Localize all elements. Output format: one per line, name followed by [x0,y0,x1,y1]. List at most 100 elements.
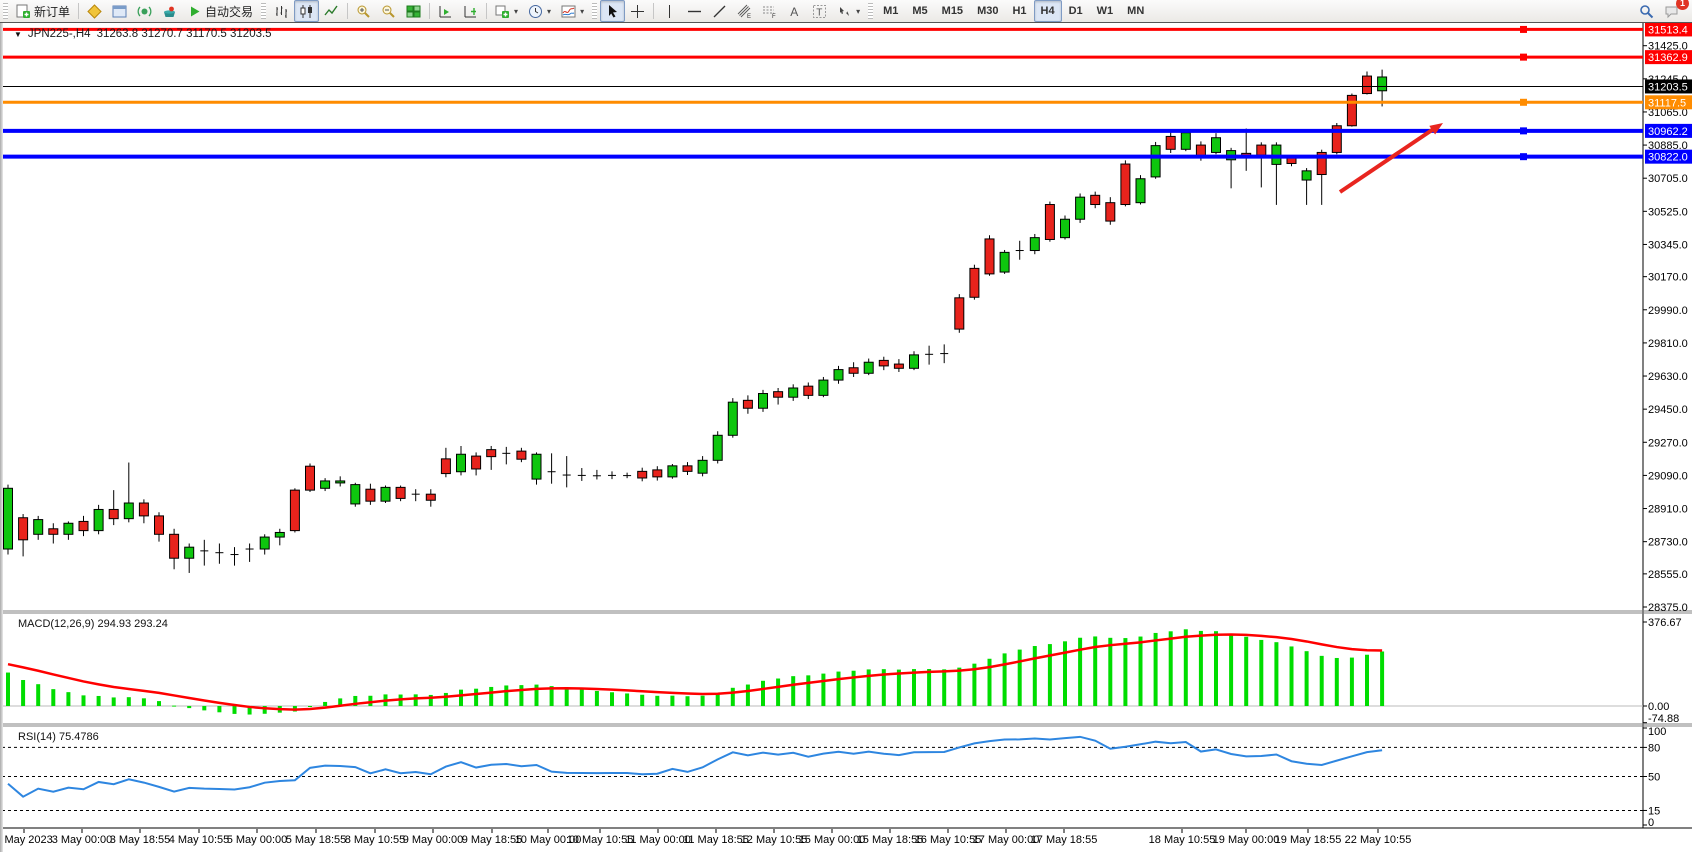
time-axis-label: 19 May 00:00 [1213,834,1280,846]
cursor-icon [609,4,618,17]
horizontal-line-button[interactable] [682,0,707,22]
time-axis-label: 2 May 2023 [0,834,53,846]
zoom-in-button[interactable] [351,0,376,22]
time-axis-label: 5 May 18:55 [286,834,347,846]
bar-chart-icon [276,5,288,18]
toolbar-grip[interactable] [3,3,8,19]
rsi-line [7,735,1383,798]
price-tick-label: 30345.0 [1648,239,1688,251]
line-chart-icon [324,5,338,15]
time-axis-label: 11 May 18:55 [683,834,749,846]
notification-badge: 1 [1676,0,1689,10]
time-axis-label: 15 May 00:00 [799,834,866,846]
time-axis-label: 19 May 18:55 [1275,834,1342,846]
timeframe-button-M15[interactable]: M15 [941,5,964,17]
new-order-button[interactable]: 新订单 [11,0,75,22]
rsi-scale-label: 100 [1648,726,1666,738]
line-handle[interactable] [1520,25,1527,33]
price-badge-label: 30962.2 [1648,126,1688,138]
bar-chart-button[interactable] [269,0,294,22]
indicators-icon [561,5,576,17]
timeframe-bar: M1 M5 M15 M30 H1 H4 D1 W1 MN [876,0,1151,22]
price-badge-label: 31513.4 [1648,24,1688,36]
time-axis-label: 10 May 10:55 [567,834,634,846]
equidistant-channel-button[interactable]: E [732,0,757,22]
macd-scale-label: 376.67 [1648,617,1682,629]
candlestick-chart-button[interactable] [294,0,320,22]
time-axis-label: 9 May 18:55 [462,834,523,846]
price-tick-label: 29810.0 [1648,338,1688,350]
vertical-line-icon [669,4,671,18]
auto-scroll-button[interactable] [433,0,458,22]
timeframe-button-H1[interactable]: H1 [1012,5,1027,17]
timeframe-button-W1[interactable]: W1 [1096,5,1114,17]
price-tick-label: 30705.0 [1648,173,1688,185]
zoom-in-icon [357,5,370,18]
trend-arrow[interactable] [1338,123,1443,194]
price-badge [1645,50,1692,65]
line-handle[interactable] [1520,153,1527,161]
indicators-button[interactable]: ▾ [556,0,589,22]
periods-button[interactable]: ▾ [523,0,556,22]
trendline-button[interactable] [707,0,732,22]
line-chart-button[interactable] [319,0,344,22]
market-watch-button[interactable] [107,0,132,22]
chart-canvas[interactable]: 31425.031245.031065.030885.030705.030525… [0,22,1692,852]
timeframe-button-M5[interactable]: M5 [912,5,928,17]
symbol-dropdown-icon[interactable]: ▼ [14,29,22,39]
new-order-icon [16,4,30,18]
time-axis-label: 3 May 18:55 [110,834,171,846]
tile-windows-button[interactable] [401,0,426,22]
price-tick-label: 28730.0 [1648,537,1688,549]
price-tick-label: 28375.0 [1648,602,1688,614]
line-handle[interactable] [1520,127,1527,135]
vertical-line-button[interactable] [657,0,682,22]
timeframe-button-M1[interactable]: M1 [883,5,899,17]
line-handle[interactable] [1520,98,1527,106]
time-axis-label: 22 May 10:55 [1345,834,1412,846]
arrows-button[interactable]: ▾ [832,0,865,22]
price-tick-label: 29090.0 [1648,470,1688,482]
timeframe-button-H4[interactable]: H4 [1033,0,1062,22]
zoom-out-button[interactable] [376,0,401,22]
fibonacci-button[interactable]: F [757,0,782,22]
timeframe-button-MN[interactable]: MN [1127,5,1145,17]
search-button[interactable] [1634,0,1659,22]
cursor-button[interactable] [600,0,626,22]
rsi-indicator-label: RSI(14) 75.4786 [18,731,99,743]
chart-window: ▼ JPN225-,H4 31263.8 31270.7 31170.5 312… [0,22,1692,852]
auto-trading-label: 自动交易 [205,4,254,19]
price-tick-label: 30525.0 [1648,206,1688,218]
new-chart-button[interactable]: ▾ [490,0,523,22]
price-tick-label: 28555.0 [1648,569,1688,581]
auto-scroll-icon [439,5,452,17]
crosshair-icon [631,4,645,18]
crosshair-button[interactable] [625,0,650,22]
toolbar-grip[interactable] [592,3,598,19]
text-button[interactable]: A [782,0,807,22]
time-axis-label: 8 May 10:55 [345,834,406,846]
toolbar-grip[interactable] [261,3,267,19]
price-tick-label: 31065.0 [1648,107,1688,119]
chart-shift-button[interactable] [458,0,483,22]
time-axis-label: 11 May 00:00 [625,834,691,846]
timeframe-button-D1[interactable]: D1 [1068,5,1083,17]
signals-button[interactable] [132,0,157,22]
text-label-button[interactable]: T [807,0,832,22]
chart-shift-icon [464,5,477,17]
zoom-out-icon [382,5,395,18]
line-handle[interactable] [1520,53,1527,61]
history-center-button[interactable] [82,0,107,22]
chart-ohlc-values: 31263.8 31270.7 31170.5 31203.5 [96,28,272,40]
notifications-button[interactable]: 1 [1659,0,1689,22]
time-axis-label: 17 May 18:55 [1031,834,1098,846]
toolbar-grip[interactable] [868,3,874,19]
time-axis-label: 15 May 18:55 [857,834,924,846]
auto-trading-button[interactable]: 自动交易 [182,0,258,22]
rsi-scale-label: 50 [1648,772,1660,784]
separator [653,3,655,19]
expert-advisors-button[interactable] [157,0,182,22]
fibonacci-icon: F [763,6,776,19]
timeframe-button-M30[interactable]: M30 [977,5,999,17]
